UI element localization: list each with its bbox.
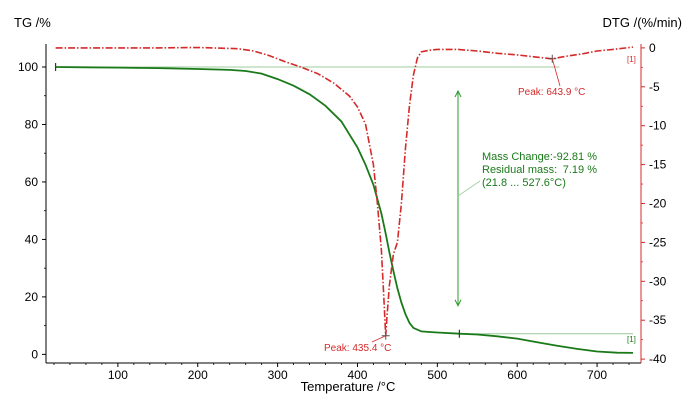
y-right-tick-label--35: -35 — [649, 313, 667, 327]
y-right-tick-label--15: -15 — [649, 158, 667, 172]
peak-643-label: Peak: 643.9 °C — [518, 87, 585, 98]
mass-change-arrow-head-bottom — [454, 299, 462, 307]
y-right-tick-label--5: -5 — [649, 80, 660, 94]
dtg-curve-tag: [1] — [627, 55, 636, 64]
x-tick-label-500: 500 — [427, 368, 447, 382]
y-left-tick-label-40: 40 — [25, 232, 39, 246]
residual-mass-value: 7.19 % — [563, 164, 597, 176]
y-right-tick-label--20: -20 — [649, 197, 667, 211]
x-tick-label-200: 200 — [188, 368, 208, 382]
y-left-tick-label-20: 20 — [25, 290, 39, 304]
series-dtg-line — [55, 46, 634, 336]
peak-435-label: Peak: 435.4 °C — [324, 343, 391, 354]
peak-643-leader — [551, 58, 561, 87]
series-tg-line — [55, 66, 634, 354]
x-tick-label-300: 300 — [268, 368, 288, 382]
peak-markers — [54, 54, 557, 340]
y-right-tick-label--10: -10 — [649, 119, 667, 133]
mass-change-leader-line — [457, 180, 481, 197]
mass-change-annotation: Mass Change: -92.81 % Residual mass: 7.1… — [482, 151, 597, 189]
x-tick-label-100: 100 — [108, 368, 128, 382]
mass-change-label: Mass Change: — [482, 151, 553, 163]
y-right-tick-label--25: -25 — [649, 235, 667, 249]
y-right-tick-label--30: -30 — [649, 274, 667, 288]
residual-mass-label: Residual mass: — [482, 164, 557, 176]
x-axis-title: Temperature /°C — [301, 379, 396, 394]
y-right-tick-label-0: 0 — [649, 41, 656, 55]
x-tick-label-600: 600 — [507, 368, 527, 382]
y-left-axis-title: TG /% — [14, 15, 51, 30]
y-right-axis-title: DTG /(%/min) — [603, 15, 682, 30]
y-left-tick-label-60: 60 — [25, 175, 39, 189]
temperature-range-label: (21.8 ... 527.6°C) — [482, 177, 566, 189]
tg-curve-tag: [1] — [627, 335, 636, 344]
axis-ticks: 100 200 300 400 500 600 700 0 20 40 60 80 100 0 -5 -10 -… — [18, 41, 667, 382]
peak-435-leader — [371, 335, 386, 343]
y-left-tick-label-100: 100 — [18, 60, 38, 74]
y-left-tick-label-80: 80 — [25, 117, 39, 131]
peak-643-marker — [548, 54, 557, 63]
mass-change-arrow — [454, 89, 462, 307]
y-left-tick-label-0: 0 — [31, 347, 38, 361]
x-tick-label-400: 400 — [347, 368, 367, 382]
y-right-tick-label--40: -40 — [649, 352, 667, 366]
x-tick-label-700: 700 — [587, 368, 607, 382]
mass-change-arrow-head-top — [454, 89, 462, 98]
mass-change-value: -92.81 % — [553, 151, 597, 163]
peak-435-marker — [381, 331, 390, 340]
